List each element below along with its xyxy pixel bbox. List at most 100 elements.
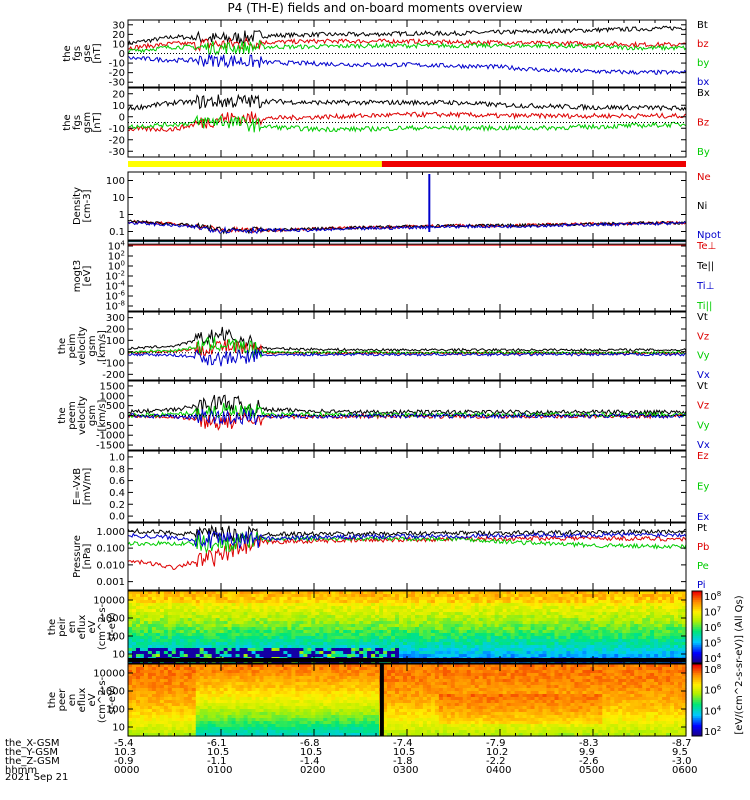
footer-value: 10.3 (114, 747, 137, 758)
y-axis-label-9: sr-eV) (107, 685, 118, 714)
colorbar-cell (692, 610, 702, 614)
y-axis-label-3: [eV] (82, 266, 93, 287)
y-tick-label-0: -30 (109, 78, 125, 89)
colorbar-tick-label: 108 (704, 663, 721, 676)
y-axis-label-5: peem (67, 401, 78, 429)
y-tick-label-6: 1.0 (109, 452, 125, 463)
y-tick-label-8: 10 (112, 650, 125, 661)
y-axis-label-6: E=-VxB (72, 468, 83, 505)
legend-pi-7: Pi (697, 580, 706, 591)
series-by-line (127, 39, 687, 56)
legend-vy-4: Vy (697, 351, 710, 362)
y-tick-label-4: 300 (106, 313, 125, 324)
colorbar-tick-label: 106 (704, 621, 722, 634)
footer-value: -1.1 (207, 756, 227, 767)
footer-value: 0600 (672, 765, 698, 776)
y-tick-label-0: 30 (112, 20, 125, 31)
y-tick-label-5: -1000 (96, 431, 125, 442)
colorbar-cell (692, 682, 702, 685)
colorbar-cell (692, 650, 702, 653)
colorbar-cell (692, 669, 702, 672)
colorbar-cell (692, 601, 702, 605)
y-axis-label-1: fgs (72, 115, 83, 130)
y-tick-label-9: 100 (106, 705, 125, 716)
colorbar-cell (692, 714, 702, 717)
colorbar-cell (692, 627, 702, 630)
y-tick-label-5: -500 (102, 421, 125, 432)
colorbar-cell (692, 687, 702, 690)
legend-vx-4: Vx (697, 370, 710, 381)
legend-vy-5: Vy (697, 420, 710, 431)
colorbar-cell (692, 661, 702, 664)
footer-value: -7.9 (486, 738, 506, 749)
series-pt-line (127, 524, 687, 543)
footer-value: -8.7 (672, 738, 692, 749)
y-tick-label-1: -20 (109, 135, 125, 146)
footer-value: -2.6 (579, 756, 599, 767)
footer-value: 10.5 (300, 747, 323, 758)
colorbar-cell (692, 734, 702, 737)
footer-value: 0400 (486, 765, 512, 776)
colorbar-cell (692, 652, 702, 655)
y-tick-label-9: 1000 (100, 687, 125, 698)
colorbar-cell (692, 659, 702, 662)
colorbar-cell (692, 605, 702, 608)
y-axis-label-7: [nPa] (82, 543, 93, 569)
colorbar-cell (692, 619, 702, 623)
colorbar-cell (692, 698, 702, 701)
legend-bz-0: bz (697, 39, 709, 50)
legend-vx-5: Vx (697, 440, 710, 451)
legend-ti-3: Ti⊥ (696, 281, 714, 292)
y-tick-label-0: 10 (112, 39, 125, 50)
footer-value: -6.1 (207, 738, 227, 749)
series-bx-line (127, 54, 687, 76)
colorbar-cell (692, 674, 702, 678)
y-axis-label-1: [nT] (92, 112, 103, 132)
colorbar-cell (692, 618, 702, 621)
colorbar-tick-label: 108 (704, 590, 721, 603)
colorbar-cell (692, 591, 702, 594)
series-pe-line (127, 531, 687, 554)
colorbar-cell (692, 719, 702, 723)
colorbar-cell (692, 685, 702, 688)
date-label: 2021 Sep 21 (5, 772, 69, 783)
y-tick-label-0: -10 (109, 59, 125, 70)
y-axis-label-4: peim (67, 333, 78, 358)
legend-pt-7: Pt (697, 523, 707, 534)
colorbar-cell (692, 732, 702, 735)
y-tick-label-7: 0.100 (96, 544, 125, 555)
footer-value: 9.9 (579, 747, 595, 758)
y-axis-label-5: velocity (77, 396, 88, 435)
legend-ni-2: Ni (697, 201, 707, 212)
colorbar-frame-0 (691, 590, 703, 664)
y-tick-label-4: 100 (106, 336, 125, 347)
y-tick-label-5: -1500 (96, 441, 125, 452)
footer-value: 10.2 (486, 747, 509, 758)
colorbar-tick-label: 107 (704, 606, 721, 619)
y-axis-label-8: (cm^2-s- (97, 603, 108, 650)
legend-vz-5: Vz (697, 401, 709, 412)
colorbar-cell (692, 594, 702, 597)
y-axis-label-9: eV (87, 693, 98, 706)
legend-by-0: by (697, 58, 709, 69)
colorbar-cell (692, 680, 702, 683)
y-tick-label-7: 0.010 (96, 560, 125, 571)
series-vt-line (127, 326, 687, 353)
footer-value: -0.9 (114, 756, 134, 767)
colorbar-cell (692, 727, 702, 730)
colorbar-cell (692, 648, 702, 651)
mode-bar-segment-0 (128, 161, 382, 167)
y-tick-label-5: 0 (119, 411, 125, 422)
colorbar-cell (692, 703, 702, 706)
series-pi-line (127, 529, 687, 549)
legend-vz-4: Vz (697, 331, 709, 342)
footer-value: 0200 (300, 765, 326, 776)
footer-value: 0500 (579, 765, 605, 776)
colorbar-cell (692, 725, 702, 728)
colorbar-cell (692, 609, 702, 612)
legend-pb-7: Pb (697, 542, 709, 553)
y-axis-label-4: the (57, 338, 68, 354)
ion-spectrogram (128, 591, 687, 664)
footer-value: 0100 (207, 765, 233, 776)
